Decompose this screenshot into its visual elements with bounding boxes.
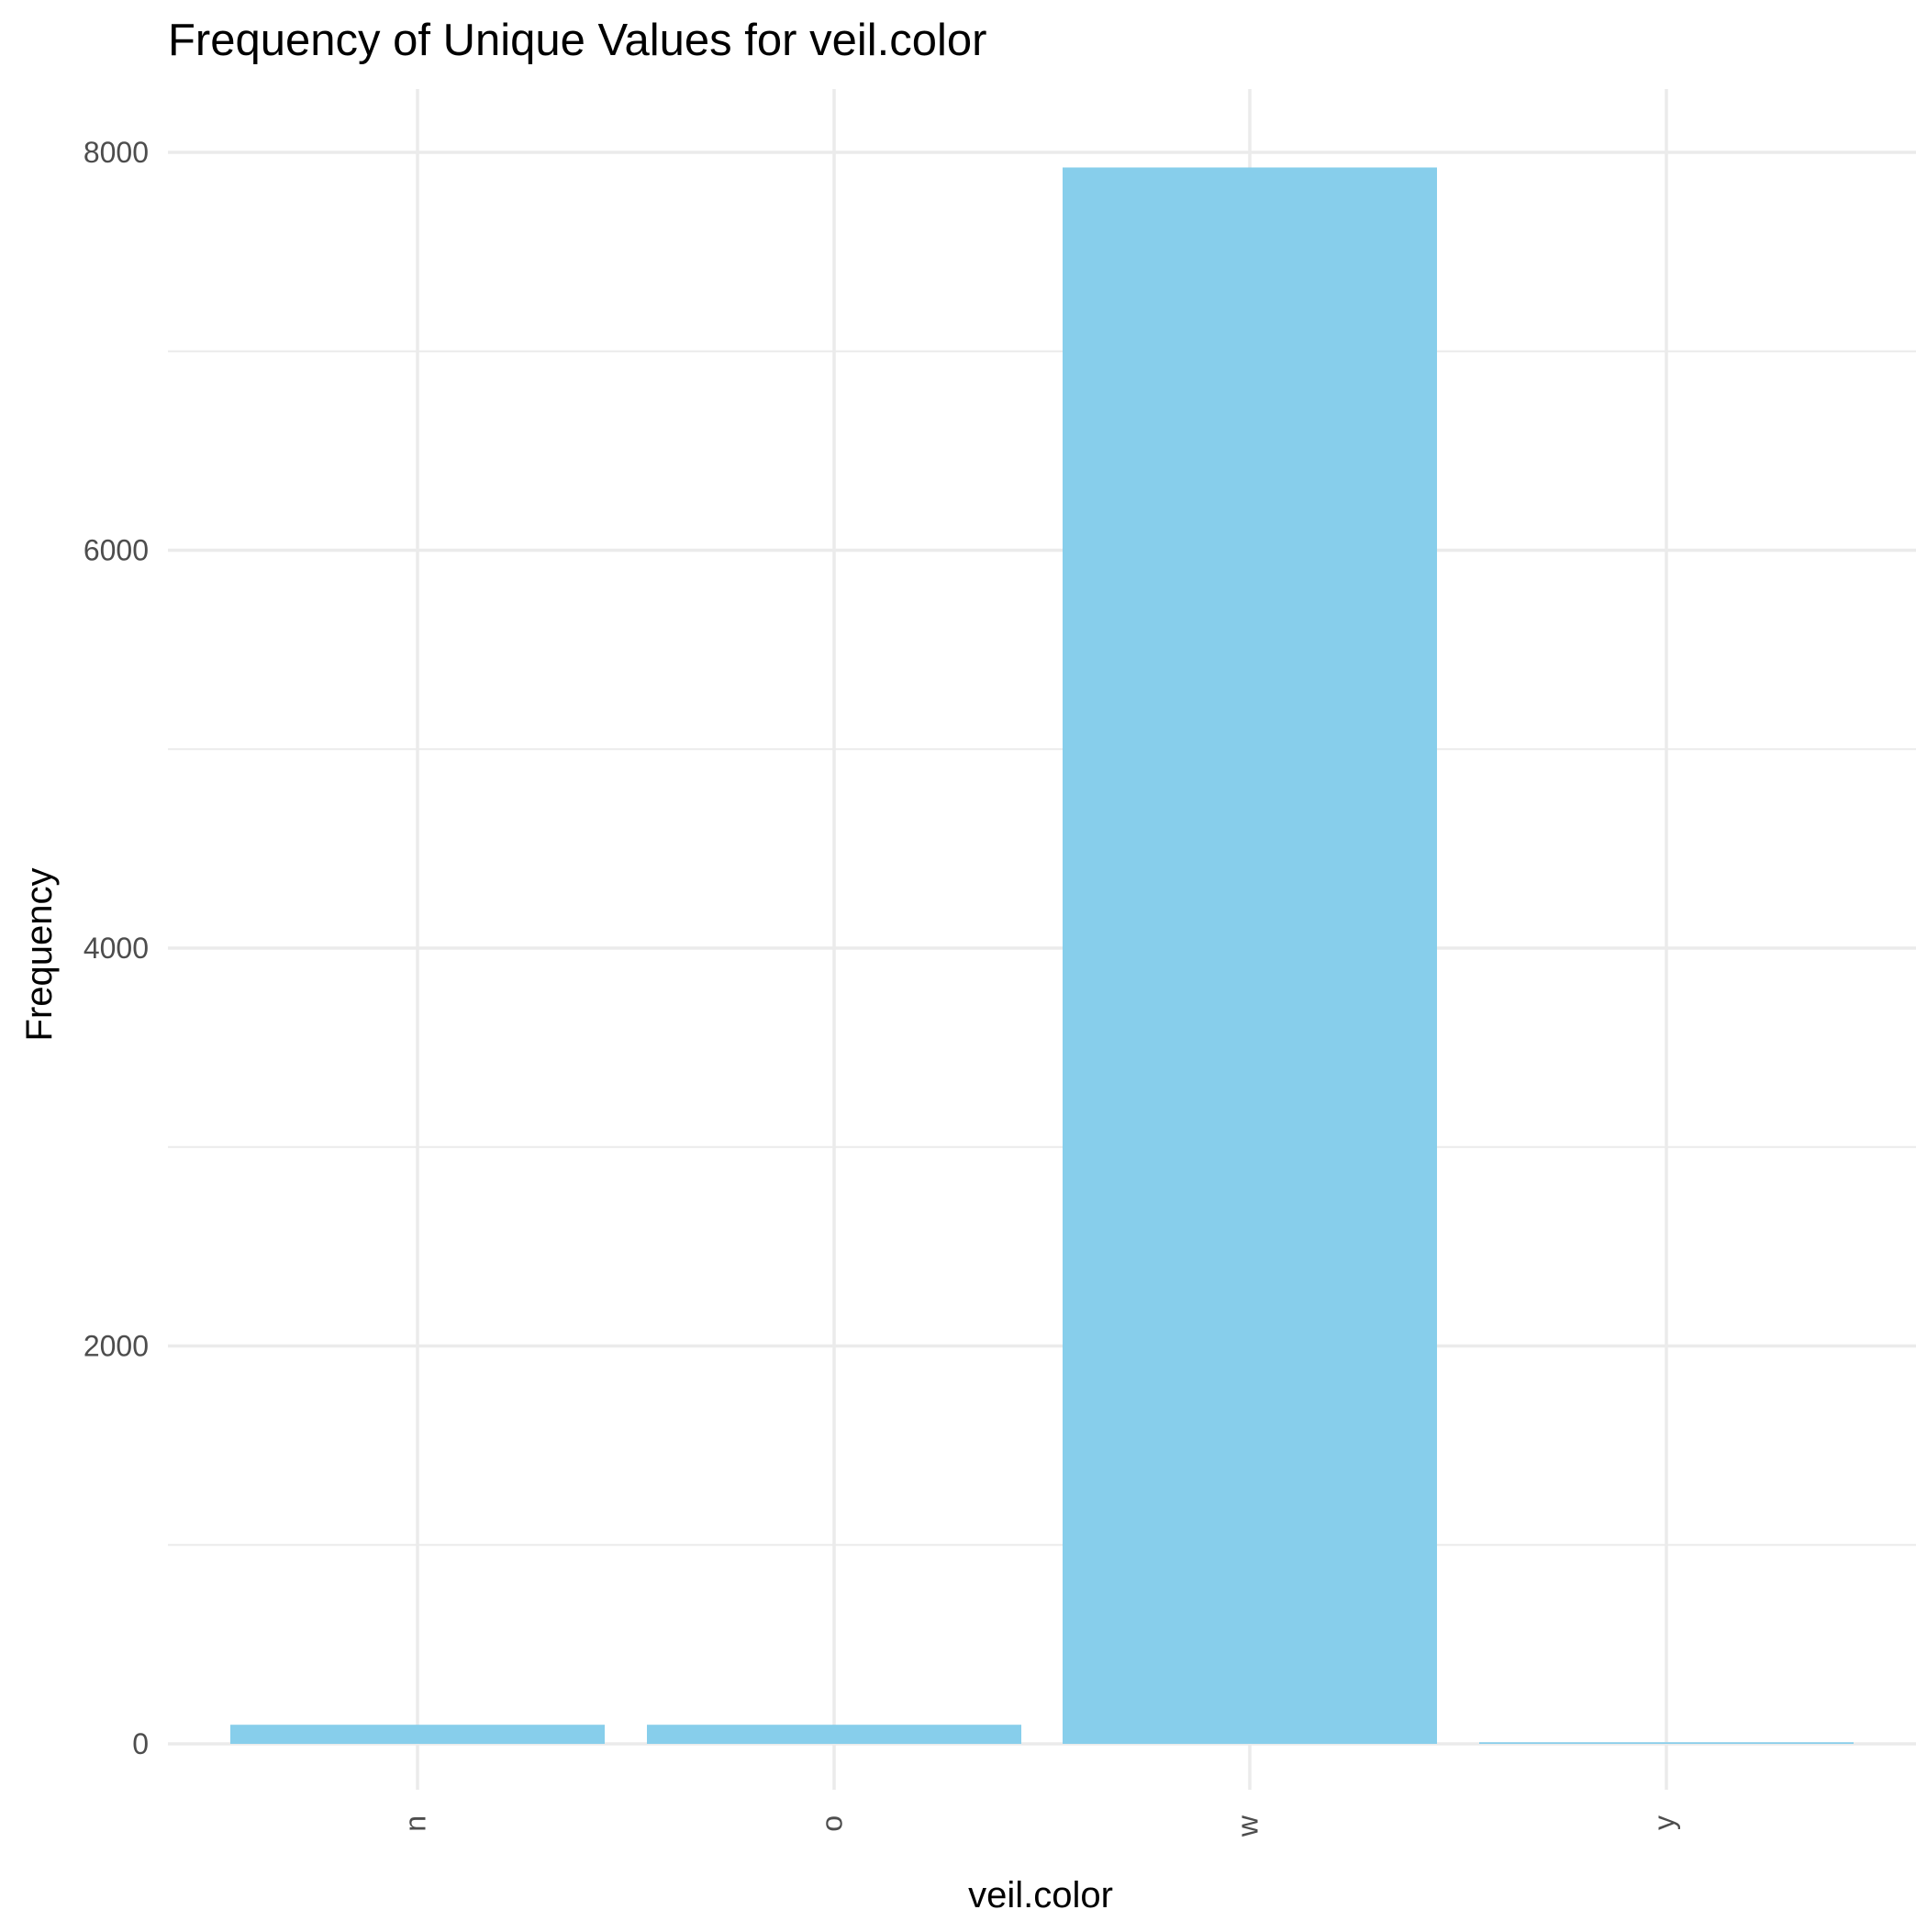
x-tick-label: n bbox=[398, 1815, 431, 1832]
x-tick-label: w bbox=[1231, 1815, 1264, 1837]
bar-y bbox=[1479, 1742, 1854, 1744]
y-tick-labels: 0 2000 4000 6000 8000 bbox=[84, 136, 149, 1760]
bar-w bbox=[1063, 167, 1437, 1744]
chart-title: Frequency of Unique Values for veil.colo… bbox=[168, 16, 986, 65]
bar-o bbox=[647, 1725, 1021, 1744]
y-axis-title: Frequency bbox=[19, 868, 60, 1042]
y-tick-label: 6000 bbox=[84, 534, 149, 567]
x-tick-label: y bbox=[1647, 1815, 1680, 1830]
grid-layer bbox=[168, 89, 1916, 1790]
y-tick-label: 4000 bbox=[84, 932, 149, 965]
x-axis-title: veil.color bbox=[968, 1875, 1113, 1915]
x-tick-label: o bbox=[815, 1815, 848, 1832]
y-tick-label: 8000 bbox=[84, 136, 149, 169]
bar-layer bbox=[230, 167, 1854, 1744]
bar-n bbox=[230, 1725, 605, 1744]
y-tick-label: 2000 bbox=[84, 1330, 149, 1363]
y-tick-label: 0 bbox=[132, 1727, 149, 1760]
